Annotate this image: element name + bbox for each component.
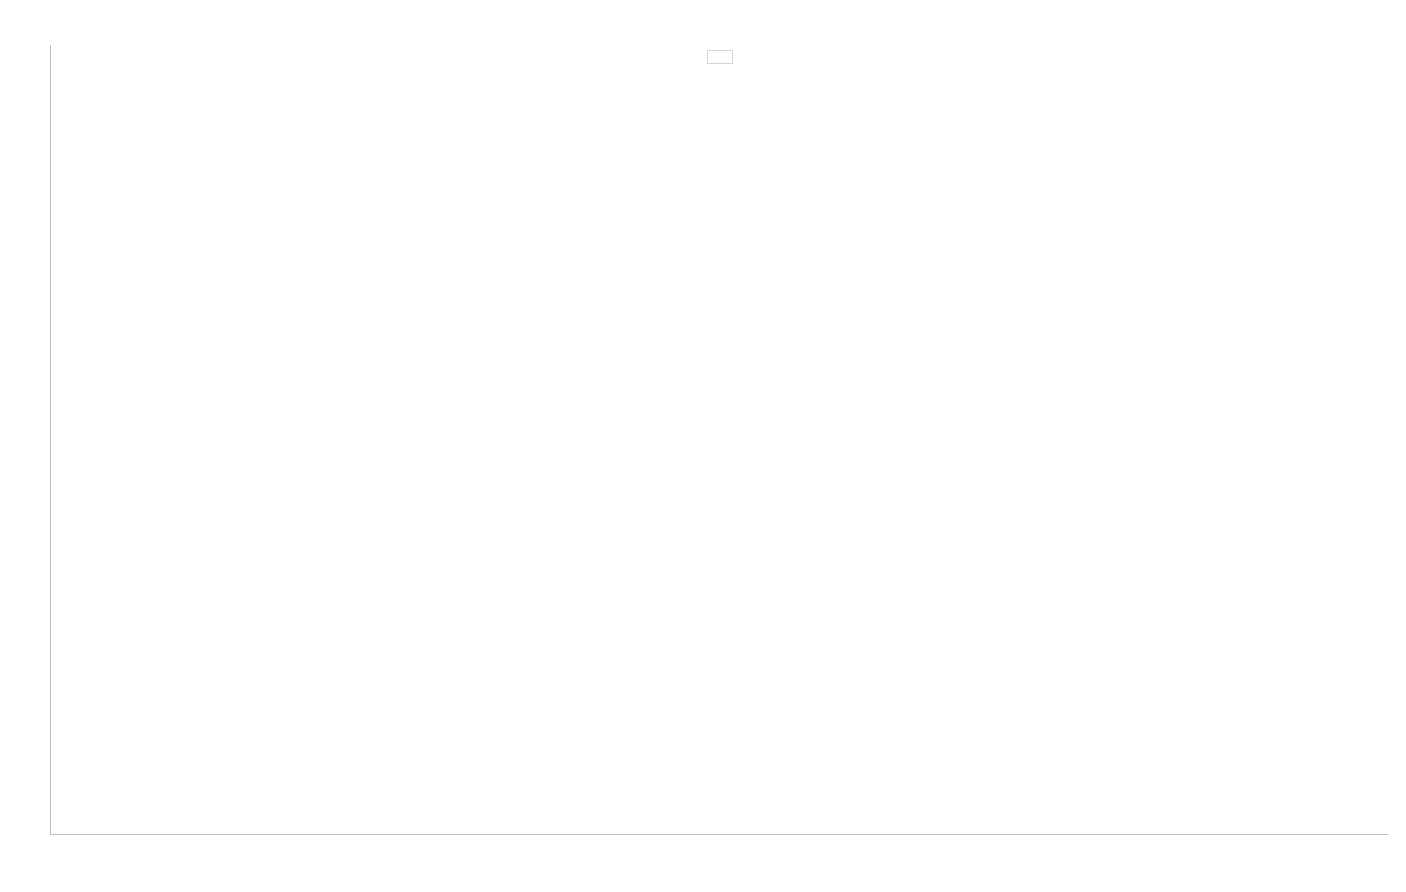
chart-plot-area — [50, 45, 1388, 835]
correlation-legend — [707, 50, 733, 64]
scatter-plot-svg — [51, 45, 1388, 834]
